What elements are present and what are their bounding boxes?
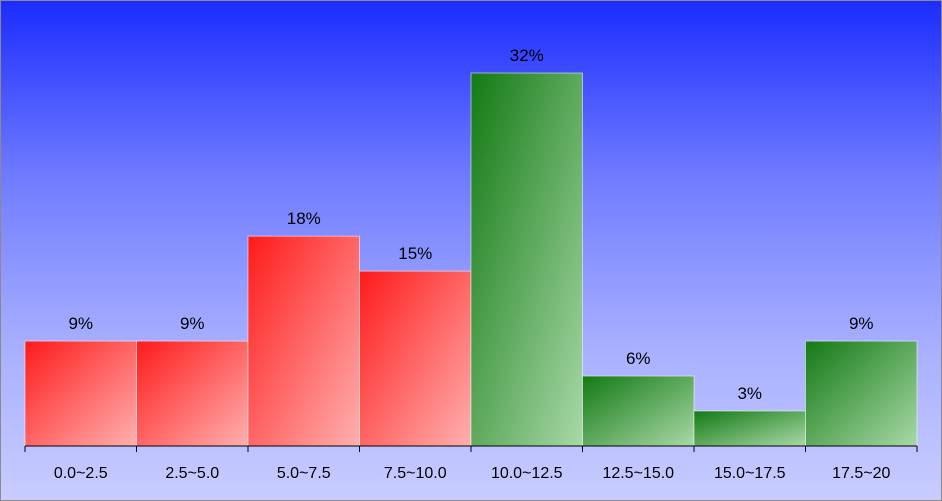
data-label-5.0~7.5: 18% bbox=[287, 209, 321, 228]
data-label-0.0~2.5: 9% bbox=[68, 314, 93, 333]
data-label-17.5~20: 9% bbox=[849, 314, 874, 333]
x-tick-label-12.5~15.0: 12.5~15.0 bbox=[602, 465, 674, 482]
data-labels-layer: 9% 9% 18% 15% 32% 6% 3% 9% bbox=[68, 46, 873, 403]
bar-0.0~2.5 bbox=[24, 340, 137, 447]
x-tick-labels-layer: 0.0~2.5 2.5~5.0 5.0~7.5 7.5~10.0 10.0~12.5 12… bbox=[54, 465, 891, 482]
x-tick-label-10.0~12.5: 10.0~12.5 bbox=[491, 465, 563, 482]
bar-5.0~7.5 bbox=[247, 235, 360, 447]
bar-17.5~20 bbox=[805, 340, 918, 447]
bar-12.5~15.0 bbox=[582, 375, 695, 447]
x-tick-label-0.0~2.5: 0.0~2.5 bbox=[54, 465, 108, 482]
bar-10.0~12.5 bbox=[470, 72, 583, 447]
x-tick-label-2.5~5.0: 2.5~5.0 bbox=[165, 465, 219, 482]
x-tick-label-17.5~20: 17.5~20 bbox=[832, 465, 890, 482]
data-label-7.5~10.0: 15% bbox=[398, 244, 432, 263]
data-label-2.5~5.0: 9% bbox=[180, 314, 205, 333]
x-ticks-layer bbox=[24, 446, 918, 452]
bar-2.5~5.0 bbox=[136, 340, 249, 447]
x-tick-label-7.5~10.0: 7.5~10.0 bbox=[384, 465, 447, 482]
bar-15.0~17.5 bbox=[693, 410, 806, 447]
bars-layer bbox=[24, 72, 918, 447]
bar-7.5~10.0 bbox=[359, 270, 472, 447]
x-tick-label-15.0~17.5: 15.0~17.5 bbox=[714, 465, 786, 482]
x-tick-label-5.0~7.5: 5.0~7.5 bbox=[277, 465, 331, 482]
data-label-12.5~15.0: 6% bbox=[626, 349, 651, 368]
data-label-10.0~12.5: 32% bbox=[510, 46, 544, 65]
data-label-15.0~17.5: 3% bbox=[737, 384, 762, 403]
